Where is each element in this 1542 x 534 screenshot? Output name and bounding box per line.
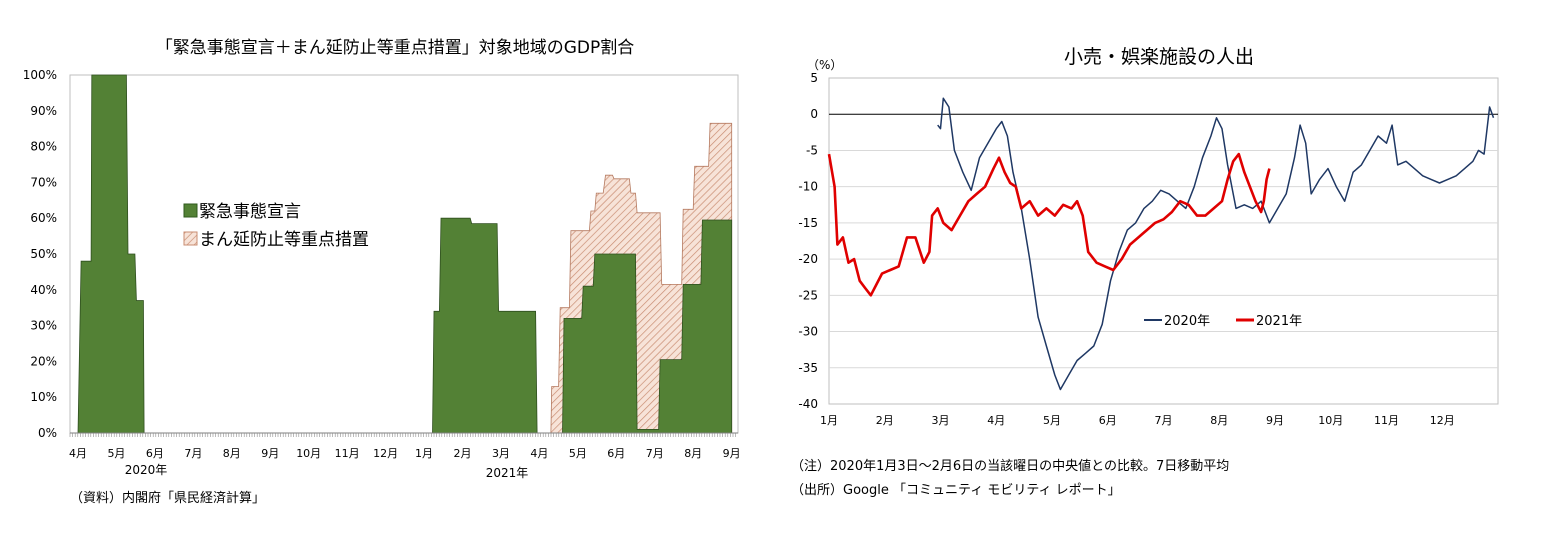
right-x-tick-label: 4月	[987, 414, 1005, 427]
left-x-tick-label: 6月	[146, 447, 164, 460]
right-y-unit: （%）	[807, 58, 842, 72]
left-y-tick-label: 0%	[38, 426, 57, 440]
legend-label-emergency: 緊急事態宣言	[199, 202, 301, 222]
right-note: （注）2020年1月3日～2月6日の当該曜日の中央値との比較。7日移動平均	[791, 458, 1229, 474]
left-y-tick-label: 50%	[30, 247, 57, 261]
left-x-tick-label: 4月	[69, 447, 87, 460]
left-source-note: （資料）内閣府「県民経済計算」	[70, 490, 265, 506]
right-y-tick-label: -10	[798, 180, 818, 194]
left-y-tick-label: 90%	[30, 104, 57, 118]
left-legend: 緊急事態宣言 まん延防止等重点措置	[183, 202, 369, 250]
right-y-tick-label: -25	[798, 288, 818, 302]
left-x-tick-label: 11月	[335, 447, 360, 460]
right-chart: 小売・娯楽施設の人出 （%） 5 0 -5 -10 -15 -20 -25 -30 -35 -40…	[791, 46, 1499, 498]
left-x-tick-label: 10月	[296, 447, 321, 460]
right-x-tick-label: 2月	[876, 414, 894, 427]
left-y-tick-label: 30%	[30, 319, 57, 333]
right-x-tick-labels: 1月 2月 3月 4月 5月 6月 7月 8月 9月 10月 11月 12月	[820, 414, 1455, 427]
left-x-tick-label: 9月	[723, 447, 741, 460]
legend-swatch-priority	[183, 231, 198, 246]
left-x-tick-label: 7月	[184, 447, 202, 460]
right-x-tick-label: 7月	[1155, 414, 1173, 427]
right-gridlines	[829, 113, 1498, 369]
left-x-tick-label: 2月	[454, 447, 472, 460]
left-x-tick-label: 3月	[492, 447, 510, 460]
left-x-tick-label: 8月	[684, 447, 702, 460]
right-legend: 2020年 2021年	[1144, 314, 1302, 329]
right-y-tick-label: -40	[798, 397, 818, 411]
right-y-tick-label: -20	[798, 252, 818, 266]
right-x-tick-label: 1月	[820, 414, 838, 427]
left-y-tick-label: 20%	[30, 354, 57, 368]
left-x-tick-label: 6月	[607, 447, 625, 460]
legend-label-2021: 2021年	[1256, 314, 1302, 329]
right-series-lines	[827, 97, 1495, 391]
legend-label-2020: 2020年	[1164, 314, 1210, 329]
left-x-tick-label: 7月	[646, 447, 664, 460]
right-x-tick-label: 9月	[1266, 414, 1284, 427]
left-x-tick-labels: 4月 5月 6月 7月 8月 9月 10月 11月 12月 1月 2月 3月 4月 5月 6月 7月 8月 9月	[69, 447, 741, 460]
left-x-tick-label: 9月	[261, 447, 279, 460]
right-x-tick-label: 11月	[1374, 414, 1399, 427]
right-source-note: （出所）Google 「コミュニティ モビリティ レポート」	[791, 483, 1121, 498]
right-y-tick-label: 0	[810, 107, 818, 121]
left-y-tick-label: 70%	[30, 175, 57, 189]
left-x-axis	[69, 432, 738, 437]
left-chart-title: 「緊急事態宣言＋まん延防止等重点措置」対象地域のGDP割合	[156, 38, 635, 58]
right-y-tick-label: -30	[798, 325, 818, 339]
right-y-tick-label: -5	[806, 143, 818, 157]
right-y-tick-label: -15	[798, 216, 818, 230]
legend-label-priority: まん延防止等重点措置	[199, 230, 369, 250]
right-y-tick-label: 5	[810, 71, 818, 85]
left-y-tick-label: 100%	[23, 68, 57, 82]
right-x-tick-label: 12月	[1430, 414, 1455, 427]
left-y-tick-label: 60%	[30, 211, 57, 225]
left-y-axis: 0% 10% 20% 30% 40% 50% 60% 70% 80% 90% 100%	[23, 68, 57, 440]
left-series-areas	[77, 74, 733, 434]
left-y-tick-label: 40%	[30, 283, 57, 297]
left-y-tick-label: 10%	[30, 390, 57, 404]
left-year-label-2020: 2020年	[125, 463, 168, 477]
right-x-tick-label: 10月	[1318, 414, 1343, 427]
left-x-tick-label: 8月	[223, 447, 241, 460]
line-2021	[827, 152, 1271, 297]
left-x-tick-label: 5月	[107, 447, 125, 460]
right-x-tick-label: 6月	[1099, 414, 1117, 427]
left-y-tick-label: 80%	[30, 140, 57, 154]
right-plot-area	[828, 77, 1499, 405]
right-x-tick-label: 8月	[1210, 414, 1228, 427]
line-2020	[937, 97, 1495, 391]
left-chart: 「緊急事態宣言＋まん延防止等重点措置」対象地域のGDP割合 0% 10% 20% 30…	[23, 38, 741, 506]
right-x-tick-label: 3月	[932, 414, 950, 427]
right-chart-title: 小売・娯楽施設の人出	[1064, 46, 1254, 68]
left-year-label-2021: 2021年	[486, 466, 529, 480]
left-x-tick-label: 1月	[415, 447, 433, 460]
area-emergency	[77, 74, 733, 434]
legend-swatch-emergency	[183, 203, 198, 218]
left-x-tick-label: 5月	[569, 447, 587, 460]
left-x-tick-label: 12月	[373, 447, 398, 460]
left-x-tick-label: 4月	[530, 447, 548, 460]
right-y-axis: 5 0 -5 -10 -15 -20 -25 -30 -35 -40	[798, 71, 818, 411]
right-y-tick-label: -35	[798, 361, 818, 375]
right-x-tick-label: 5月	[1043, 414, 1061, 427]
